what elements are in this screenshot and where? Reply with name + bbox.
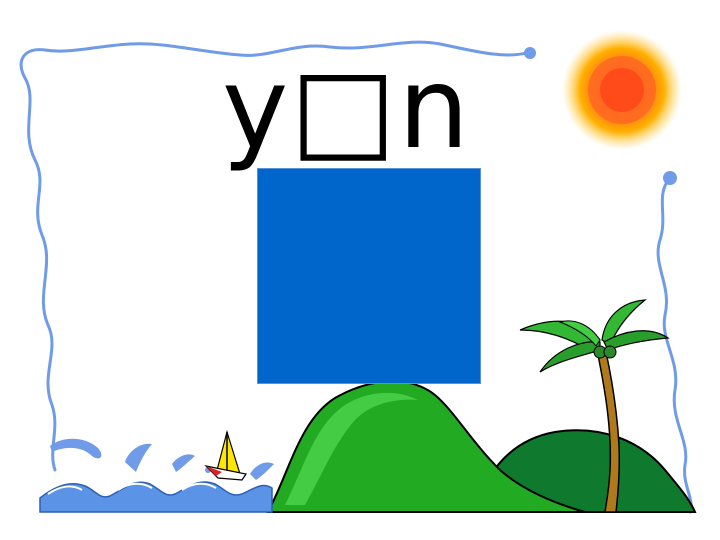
wavy-border-left [19,40,532,472]
front-hill-highlight [285,392,418,505]
wavy-border-right [656,176,693,514]
wave-crest [47,482,217,495]
sailboat-icon [204,429,247,481]
blue-card[interactable] [257,168,481,384]
border-end-dot-top [524,47,536,59]
palm-tree-icon [519,299,670,513]
sun-icon [562,30,682,150]
water-splashes [50,438,274,480]
border-end-dot-right [663,171,677,185]
sea-waves [39,481,273,513]
pinyin-syllable: y□n [222,44,472,174]
